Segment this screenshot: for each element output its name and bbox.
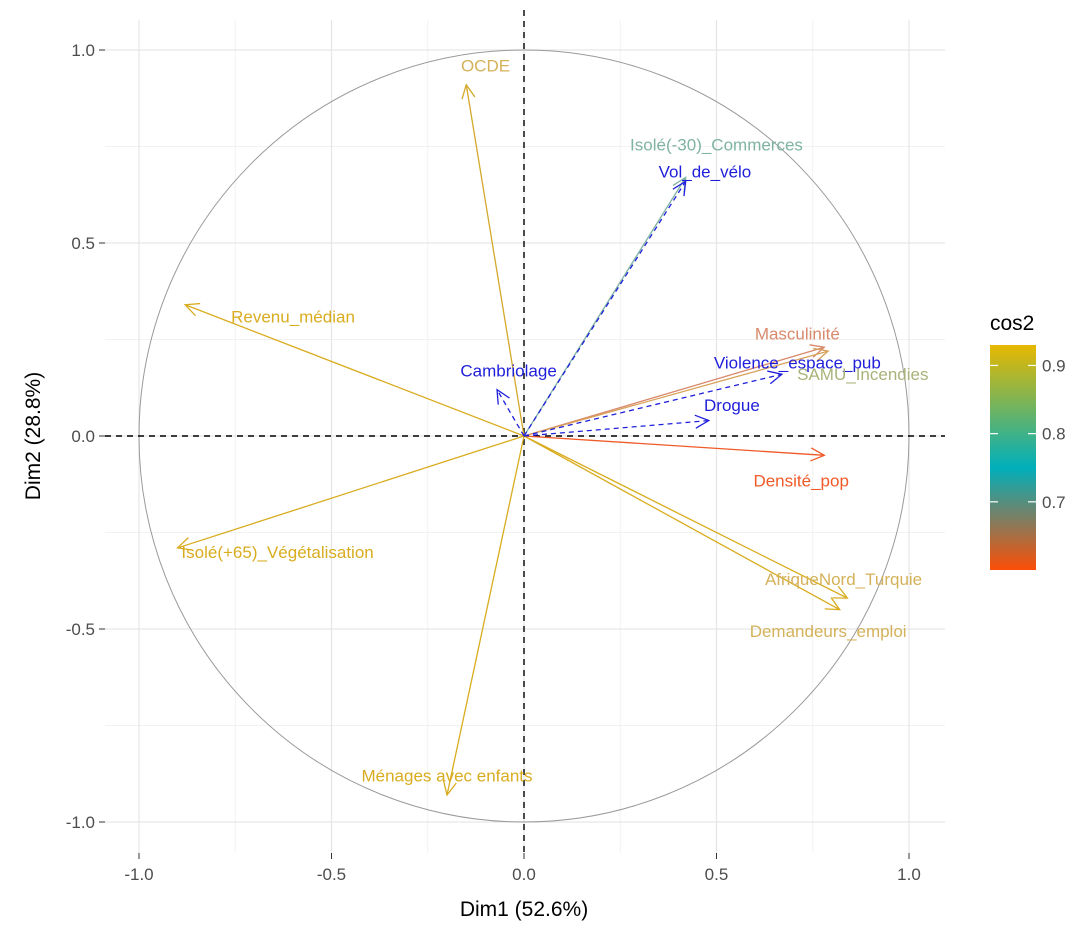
y-tick-label: -0.5	[66, 620, 95, 639]
x-axis-title: Dim1 (52.6%)	[460, 898, 588, 921]
legend-title: cos2	[990, 312, 1034, 335]
supplementary-variable-arrow	[523, 179, 687, 437]
variable-label: OCDE	[461, 56, 510, 75]
active-variable-arrow	[523, 435, 842, 611]
x-tick-label: 0.0	[512, 865, 536, 884]
variable-label: Isolé(+65)_Végétalisation	[181, 543, 373, 562]
x-tick-label: -1.0	[124, 865, 153, 884]
legend-tick-label: 0.8	[1042, 425, 1066, 444]
variable-label: SAMU_Incendies	[797, 365, 928, 384]
y-tick-label: 0.0	[71, 427, 95, 446]
x-tick-label: 1.0	[897, 865, 921, 884]
active-variable-arrow	[183, 302, 525, 437]
variable-label: Ménages avec enfants	[361, 767, 532, 786]
y-tick-label: 0.5	[71, 234, 95, 253]
active-variable-arrow	[442, 435, 525, 797]
variable-label: Isolé(-30)_Commerces	[630, 136, 803, 155]
y-axis-title: Dim2 (28.8%)	[22, 372, 45, 500]
active-variable-arrow	[523, 435, 849, 599]
variable-label: Demandeurs_emploi	[750, 622, 907, 641]
x-tick-label: 0.5	[705, 865, 729, 884]
y-tick-label: 1.0	[71, 41, 95, 60]
supplementary-variable-arrow	[523, 414, 711, 437]
legend: cos2 0.9 0.8 0.7	[990, 312, 1066, 570]
legend-colorbar	[990, 345, 1036, 570]
variable-label: AfriqueNord_Turquie	[765, 570, 922, 589]
variable-label: Drogue	[704, 396, 760, 415]
active-variable-arrow	[523, 435, 826, 462]
supplementary-variable-arrow	[496, 388, 525, 437]
variable-label: Revenu_médian	[231, 307, 355, 326]
active-variable-arrow	[461, 83, 525, 437]
variable-label: Cambriolage	[460, 361, 556, 380]
variable-label: Masculinité	[755, 325, 840, 344]
supplementary-variable-arrow	[523, 370, 784, 437]
legend-tick-label: 0.9	[1042, 356, 1066, 375]
y-tick-label: -1.0	[66, 813, 95, 832]
label-layer: OCDE Isolé(-30)_Commerces Vol_de_vélo Reven…	[181, 56, 928, 785]
active-variable-arrow	[176, 435, 525, 551]
variable-label: Densité_pop	[753, 471, 848, 490]
x-tick-label: -0.5	[317, 865, 346, 884]
arrow-layer	[176, 83, 849, 797]
variable-label: Vol_de_vélo	[659, 163, 752, 182]
variable-label: Violence_espace_pub	[714, 354, 881, 373]
legend-tick-label: 0.7	[1042, 493, 1066, 512]
legend-ticks: 0.9 0.8 0.7	[990, 356, 1066, 512]
tick-layer: -1.0 -0.5 0.0 0.5 1.0 -1.0 -0.5 0.0 0.5 1.0	[66, 41, 921, 884]
active-variable-arrow	[523, 347, 830, 437]
